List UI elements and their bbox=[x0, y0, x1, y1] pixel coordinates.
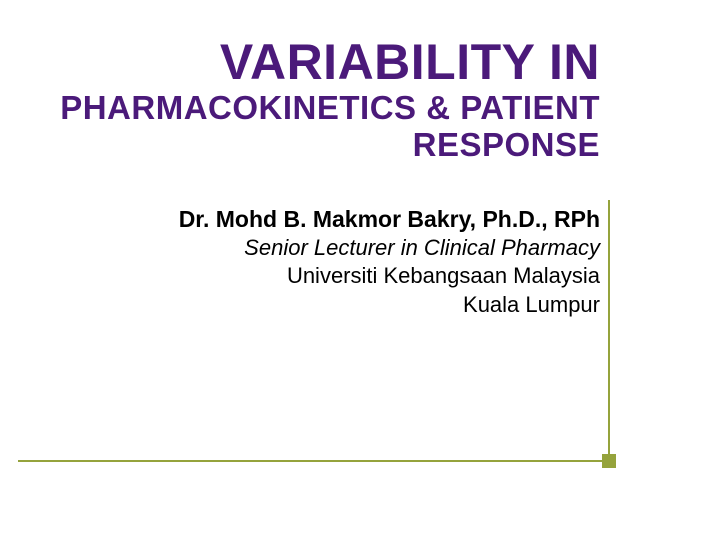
author-title: Senior Lecturer in Clinical Pharmacy bbox=[179, 234, 600, 263]
accent-corner-square bbox=[602, 454, 616, 468]
accent-horizontal-line bbox=[18, 460, 608, 462]
title-block: VARIABILITY IN PHARMACOKINETICS & PATIEN… bbox=[0, 36, 600, 164]
title-line-1: VARIABILITY IN bbox=[0, 36, 600, 89]
author-block: Dr. Mohd B. Makmor Bakry, Ph.D., RPh Sen… bbox=[179, 205, 600, 320]
author-location: Kuala Lumpur bbox=[179, 291, 600, 320]
author-affiliation: Universiti Kebangsaan Malaysia bbox=[179, 262, 600, 291]
accent-vertical-line bbox=[608, 200, 610, 462]
presentation-slide: VARIABILITY IN PHARMACOKINETICS & PATIEN… bbox=[0, 0, 720, 540]
author-name: Dr. Mohd B. Makmor Bakry, Ph.D., RPh bbox=[179, 205, 600, 234]
title-line-2: PHARMACOKINETICS & PATIENT RESPONSE bbox=[0, 89, 600, 165]
